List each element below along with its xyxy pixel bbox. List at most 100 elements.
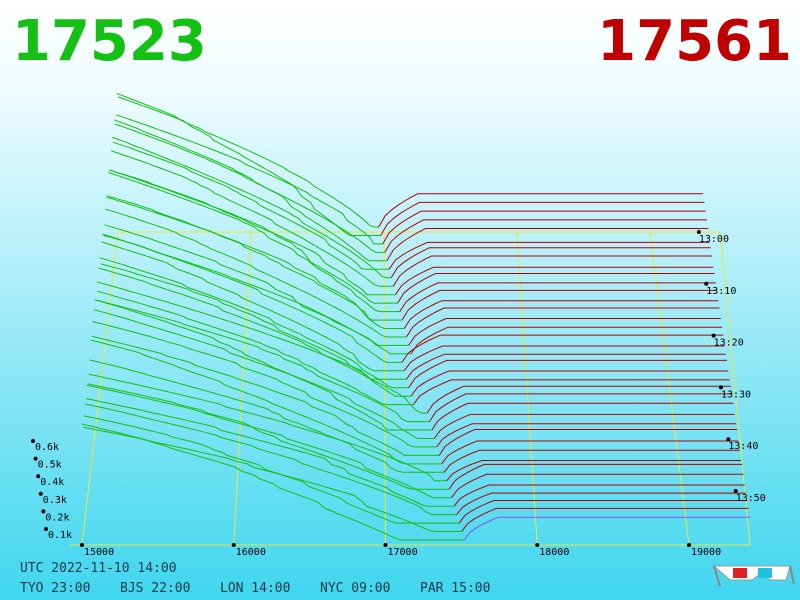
bid-line: [112, 141, 389, 270]
ask-line: [410, 370, 729, 397]
bid-line: [81, 423, 465, 541]
bid-line: [92, 321, 437, 448]
zone-time: PAR 15:00: [420, 581, 490, 596]
bid-line: [95, 299, 430, 423]
ask-line: [405, 307, 720, 338]
zone-time: LON 14:00: [220, 581, 290, 596]
ask-line: [436, 423, 736, 448]
depth-label: 0.4k: [40, 477, 64, 488]
bid-line: [108, 171, 400, 313]
bid-line: [94, 299, 432, 431]
tick-dot: [718, 385, 723, 390]
bid-line: [111, 150, 394, 287]
ask-line: [384, 219, 707, 253]
tick-dot: [733, 489, 738, 493]
tick-dot: [33, 456, 38, 461]
ask-line: [451, 473, 744, 498]
bid-line: [84, 403, 457, 516]
ask-line: [403, 300, 719, 329]
ask-price: 17561: [597, 9, 792, 74]
tick-dot: [687, 543, 691, 547]
price-label: 19000: [691, 547, 721, 558]
time-label: 13:20: [714, 338, 744, 349]
zone-time: BJS 22:00: [120, 581, 190, 596]
bid-line: [105, 208, 407, 338]
ask-line: [401, 334, 724, 363]
time-label: 13:40: [728, 441, 758, 452]
ask-line: [426, 385, 731, 414]
tick-dot: [383, 543, 388, 547]
time-label: 13:00: [699, 234, 729, 245]
ask-line: [401, 289, 717, 321]
depth-label: 0.5k: [38, 460, 62, 471]
price-label: 15000: [84, 547, 114, 558]
depth-lines: [81, 93, 750, 541]
zone-time: TYO 23:00: [20, 581, 90, 596]
ask-line: [456, 492, 746, 515]
price-label: 18000: [539, 547, 569, 558]
ask-line: [405, 353, 726, 380]
ask-line: [461, 507, 749, 532]
tick-dot: [41, 509, 46, 514]
bid-line: [97, 290, 414, 406]
tick-dot: [36, 474, 41, 479]
ask-line: [394, 266, 714, 295]
bid-line: [87, 383, 450, 490]
ask-line: [399, 282, 716, 312]
ask-line: [403, 345, 725, 372]
tick-dot: [44, 527, 48, 531]
bid-line: [93, 309, 435, 439]
tick-dot: [535, 543, 540, 547]
ask-line: [380, 201, 705, 236]
ask-line: [453, 484, 745, 507]
ask-line: [463, 516, 750, 541]
ask-line: [429, 393, 733, 422]
bid-line: [85, 398, 455, 507]
ask-line: [441, 440, 739, 465]
ask-line: [433, 413, 735, 439]
depth-label: 0.2k: [45, 512, 69, 523]
bid-line: [99, 257, 409, 389]
glasses-icon: [712, 565, 795, 587]
tick-dot: [704, 281, 709, 286]
bid-line: [96, 281, 428, 414]
tick-dot: [726, 437, 731, 442]
bid-line: [90, 339, 442, 465]
bid-line: [89, 359, 445, 473]
bid-line: [83, 415, 460, 524]
zone-time: NYC 09:00: [320, 581, 390, 596]
price-label: 16000: [236, 547, 266, 558]
ask-line: [397, 273, 715, 304]
ask-line: [410, 326, 723, 355]
bid-line: [101, 241, 405, 372]
bid-line: [109, 169, 398, 304]
depth-label: 0.3k: [43, 495, 67, 506]
time-label: 13:10: [706, 286, 736, 297]
bid-line: [86, 384, 452, 499]
bid-line: [107, 195, 402, 321]
price-label: 17000: [388, 547, 418, 558]
ask-line: [446, 460, 741, 482]
bid-line: [115, 114, 383, 245]
time-label: 13:50: [736, 493, 766, 504]
bid-line: [98, 267, 411, 397]
ask-line: [443, 449, 740, 473]
bid-price: 17523: [12, 9, 207, 74]
bid-line: [102, 233, 402, 363]
ask-line: [438, 429, 738, 456]
ask-line: [458, 500, 748, 524]
ask-line: [392, 255, 712, 287]
tick-dot: [696, 230, 701, 234]
ask-line: [386, 228, 709, 262]
time-label: 13:30: [721, 389, 751, 400]
tick-dot: [711, 333, 716, 338]
bid-line: [88, 373, 447, 482]
ask-line: [390, 247, 711, 279]
tick-dot: [31, 439, 35, 443]
axis-labels: 15000 16000 17000 18000 19000 13:00 13:10 13:20…: [20, 230, 766, 596]
ask-line: [378, 193, 704, 228]
bid-line: [117, 96, 379, 228]
tick-dot: [231, 543, 236, 547]
depth-label: 0.6k: [35, 442, 59, 453]
